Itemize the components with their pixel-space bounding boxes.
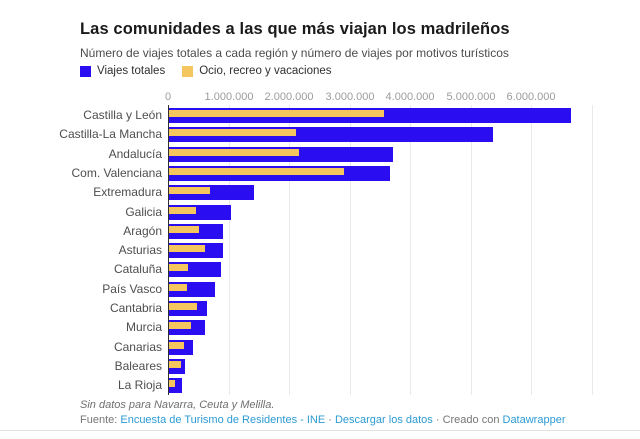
bar-ocio-recreo-vacaciones[interactable] xyxy=(169,167,344,175)
datawrapper-link[interactable]: Datawrapper xyxy=(502,414,566,426)
footer-note: Sin datos para Navarra, Ceuta y Melilla. xyxy=(80,399,275,411)
legend-label-viajes-totales: Viajes totales xyxy=(97,65,166,77)
bar-viajes-totales[interactable] xyxy=(169,320,205,336)
download-data-link[interactable]: Descargar los datos xyxy=(334,414,433,426)
x-gridline xyxy=(229,105,230,395)
x-axis-tick-label: 6.000.000 xyxy=(506,91,556,103)
bar-ocio-recreo-vacaciones[interactable] xyxy=(169,110,384,117)
category-label: Castilla-La Mancha xyxy=(59,127,162,142)
x-gridline xyxy=(592,105,593,395)
bar-ocio-recreo-vacaciones[interactable] xyxy=(169,341,184,349)
bar-viajes-totales[interactable] xyxy=(169,223,223,239)
bar-viajes-totales[interactable] xyxy=(169,185,254,201)
x-axis-tick-label: 5.000.000 xyxy=(446,91,496,103)
chart-subtitle: Número de viajes totales a cada región y… xyxy=(80,46,509,60)
bar-viajes-totales[interactable] xyxy=(169,146,393,162)
category-label: Castilla y León xyxy=(83,108,162,122)
bottom-divider xyxy=(0,430,640,431)
legend: Viajes totales Ocio, recreo y vacaciones xyxy=(80,65,332,77)
bar-ocio-recreo-vacaciones[interactable] xyxy=(169,245,205,253)
source-prefix: Fuente: xyxy=(80,414,121,426)
bar-ocio-recreo-vacaciones[interactable] xyxy=(169,283,187,291)
category-label: Cantabria xyxy=(109,301,162,315)
bar-ocio-recreo-vacaciones[interactable] xyxy=(169,206,196,214)
bar-viajes-totales[interactable] xyxy=(169,243,223,259)
category-label: Andalucía xyxy=(108,146,162,161)
x-axis-tick-label: 1.000.000 xyxy=(204,91,254,103)
x-axis-tick-label: 4.000.000 xyxy=(385,91,435,103)
bar-viajes-totales[interactable] xyxy=(169,204,231,220)
category-label: Extremadura xyxy=(93,185,162,200)
legend-swatch-ocio-icon xyxy=(182,65,194,77)
category-label: Asturias xyxy=(118,243,162,258)
legend-item-ocio: Ocio, recreo y vacaciones xyxy=(182,65,332,77)
bar-viajes-totales[interactable] xyxy=(169,108,571,123)
category-label: Baleares xyxy=(114,358,162,373)
category-label: Galicia xyxy=(125,204,162,219)
bar-ocio-recreo-vacaciones[interactable] xyxy=(169,225,199,233)
x-axis-zero-baseline xyxy=(168,105,169,395)
category-label: La Rioja xyxy=(117,378,162,393)
x-axis-tick-label: 2.000.000 xyxy=(264,91,314,103)
bar-ocio-recreo-vacaciones[interactable] xyxy=(169,264,188,272)
bar-ocio-recreo-vacaciones[interactable] xyxy=(169,129,296,137)
category-label: Canarias xyxy=(113,339,162,354)
x-axis-tick-label: 0 xyxy=(164,91,172,103)
category-label: Murcia xyxy=(125,320,162,335)
bar-ocio-recreo-vacaciones[interactable] xyxy=(169,380,175,388)
bar-viajes-totales[interactable] xyxy=(169,378,182,394)
category-label: Com. Valenciana xyxy=(71,165,163,180)
bar-viajes-totales[interactable] xyxy=(169,281,215,297)
x-axis-tick-label: 3.000.000 xyxy=(325,91,375,103)
bar-viajes-totales[interactable] xyxy=(169,358,185,374)
legend-swatch-viajes-totales-icon xyxy=(80,65,91,77)
x-gridline xyxy=(410,105,411,395)
category-label: País Vasco xyxy=(102,281,162,296)
source-link[interactable]: Encuesta de Turismo de Residentes - INE xyxy=(120,414,326,426)
footer-source-line: Fuente: Encuesta de Turismo de Residente… xyxy=(80,414,565,426)
bar-viajes-totales[interactable] xyxy=(169,301,207,316)
chart-title: Las comunidades a las que más viajan los… xyxy=(80,20,510,38)
bar-ocio-recreo-vacaciones[interactable] xyxy=(169,360,181,368)
x-gridline xyxy=(471,105,472,395)
bar-ocio-recreo-vacaciones[interactable] xyxy=(169,148,299,156)
bar-viajes-totales[interactable] xyxy=(169,339,193,355)
x-gridline xyxy=(289,105,290,395)
legend-item-viajes-totales: Viajes totales xyxy=(80,65,165,77)
bar-ocio-recreo-vacaciones[interactable] xyxy=(169,187,210,195)
category-label: Cataluña xyxy=(113,262,162,277)
bar-viajes-totales[interactable] xyxy=(169,262,221,278)
bar-ocio-recreo-vacaciones[interactable] xyxy=(169,303,197,310)
bar-ocio-recreo-vacaciones[interactable] xyxy=(169,322,191,330)
x-gridline xyxy=(531,105,532,395)
created-with-text: · Creado con xyxy=(432,414,503,426)
category-label: Aragón xyxy=(123,223,162,238)
bar-viajes-totales[interactable] xyxy=(169,165,390,181)
legend-label-ocio: Ocio, recreo y vacaciones xyxy=(199,65,332,77)
separator-dot: · xyxy=(325,414,335,426)
bar-viajes-totales[interactable] xyxy=(169,127,493,143)
x-gridline xyxy=(350,105,351,395)
